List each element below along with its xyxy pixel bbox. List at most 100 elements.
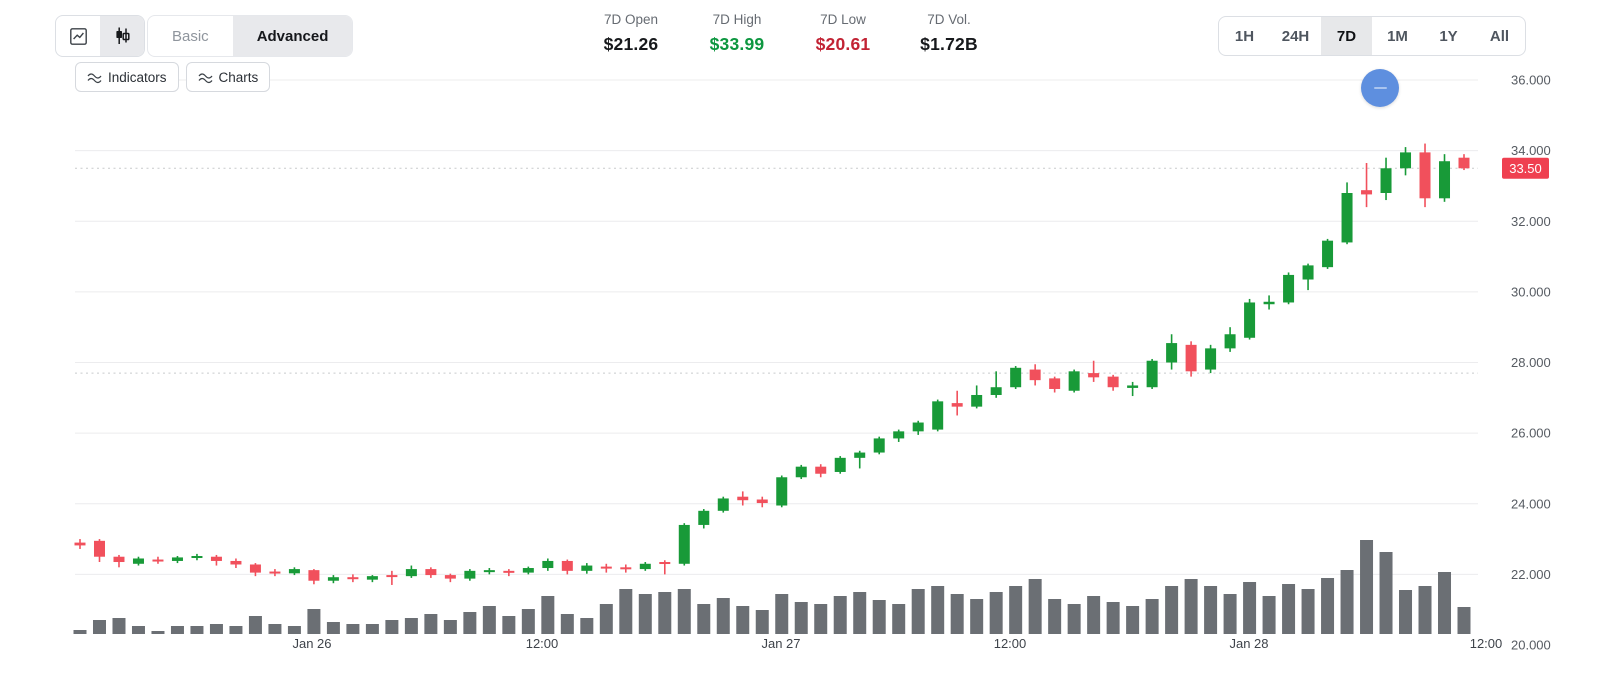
candle-body	[737, 496, 749, 501]
candle-body	[327, 577, 339, 581]
candle-body	[1263, 301, 1275, 305]
current-price-badge-label: 33.50	[1509, 161, 1542, 176]
volume-bar	[794, 602, 808, 634]
indicators-button[interactable]: Indicators	[75, 62, 179, 92]
volume-bar	[599, 604, 613, 634]
candle-body	[444, 575, 456, 579]
candle-body	[1049, 378, 1061, 389]
volume-bar	[326, 622, 340, 634]
volume-bar	[1340, 570, 1354, 634]
candle-body	[113, 556, 125, 563]
candle-body	[288, 569, 300, 574]
range-button-all[interactable]: All	[1489, 27, 1510, 45]
time-range-selector: 1H 24H 7D 1M 1Y All	[1218, 16, 1526, 56]
candle-body	[776, 477, 788, 506]
y-axis-tick-label: 34.000	[1511, 143, 1551, 158]
current-price-badge	[1502, 157, 1549, 179]
y-axis-tick-label: 22.000	[1511, 567, 1551, 582]
y-axis-tick-label: 24.000	[1511, 496, 1551, 511]
volume-bar	[268, 624, 282, 634]
volume-bar	[580, 618, 594, 634]
mode-tab-advanced[interactable]: Advanced	[232, 16, 353, 56]
volume-bar	[463, 612, 477, 634]
volume-bar	[1223, 594, 1237, 634]
candle-body	[1400, 152, 1412, 169]
range-button-7d[interactable]: 7D	[1321, 17, 1372, 55]
chart-scroll-handle-button[interactable]	[1361, 69, 1399, 107]
stat-value: $21.26	[603, 34, 659, 54]
volume-bar	[1106, 602, 1120, 634]
candle-body	[1380, 168, 1392, 193]
candle-body	[893, 431, 905, 439]
volume-bar	[1262, 596, 1276, 634]
volume-bar	[1165, 586, 1179, 634]
volume-bar	[853, 592, 867, 634]
candle-body	[1088, 373, 1100, 378]
range-button-1y[interactable]: 1Y	[1439, 27, 1458, 45]
volume-bar	[1321, 578, 1335, 634]
candle-body	[1166, 343, 1178, 363]
volume-bar	[989, 592, 1003, 634]
volume-bar	[1379, 552, 1393, 634]
candlestick-toggle-button[interactable]	[100, 16, 144, 56]
volume-bar	[248, 616, 262, 634]
volume-bar	[1243, 582, 1257, 634]
volume-bar	[482, 606, 496, 634]
candle-body	[1010, 367, 1022, 388]
stat-7d-open: 7D Open $21.26	[578, 12, 684, 55]
range-button-24h[interactable]: 24H	[1281, 27, 1310, 45]
candle-body	[93, 540, 105, 557]
candle-body	[639, 563, 651, 570]
volume-bar	[1067, 604, 1081, 634]
range-button-1m[interactable]: 1M	[1387, 27, 1408, 45]
volume-bar	[950, 594, 964, 634]
x-axis-tick-label: Jan 28	[1229, 636, 1268, 651]
candlestick-series	[74, 143, 1470, 585]
candle-body	[171, 557, 183, 561]
candle-body	[425, 569, 437, 576]
stat-7d-high: 7D High $33.99	[684, 12, 790, 55]
volume-bar	[1028, 579, 1042, 634]
volume-bar	[1087, 596, 1101, 634]
candle-body	[132, 558, 144, 564]
candle-body	[269, 571, 281, 574]
candle-body	[542, 560, 554, 569]
volume-bar	[229, 626, 243, 634]
range-button-1h[interactable]: 1H	[1234, 27, 1255, 45]
candle-body	[366, 576, 378, 580]
volume-bar	[1438, 572, 1452, 634]
stat-7d-vol-: 7D Vol. $1.72B	[896, 12, 1002, 55]
candle-body	[1107, 376, 1119, 388]
volume-bar	[931, 586, 945, 634]
candle-body	[1185, 344, 1197, 372]
volume-bar	[73, 630, 87, 634]
volume-bar	[619, 589, 633, 634]
volume-bar	[677, 589, 691, 634]
mode-tab-basic[interactable]: Basic	[172, 27, 209, 45]
candle-body	[464, 570, 476, 579]
line-chart-toggle-button[interactable]	[56, 16, 100, 56]
volume-bar	[1204, 586, 1218, 634]
candle-body	[308, 570, 320, 581]
candle-body	[756, 499, 768, 504]
candle-body	[581, 565, 593, 571]
volume-bar	[716, 598, 730, 634]
volume-bar	[404, 618, 418, 634]
candle-body	[1205, 348, 1217, 370]
volume-bar	[1145, 599, 1159, 634]
y-axis-tick-label: 26.000	[1511, 426, 1551, 441]
candle-body	[912, 422, 924, 432]
volume-bar	[151, 631, 165, 634]
candle-body	[1341, 193, 1353, 243]
candle-body	[191, 556, 203, 559]
line-chart-icon	[69, 27, 87, 45]
candle-body	[951, 403, 963, 407]
volume-bar	[424, 614, 438, 634]
candle-body	[386, 575, 398, 578]
stat-label: 7D Low	[820, 12, 866, 27]
candle-body	[1302, 265, 1314, 280]
charts-button[interactable]: Charts	[185, 62, 271, 92]
x-axis-tick-label: Jan 26	[292, 636, 331, 651]
volume-bar	[287, 626, 301, 634]
